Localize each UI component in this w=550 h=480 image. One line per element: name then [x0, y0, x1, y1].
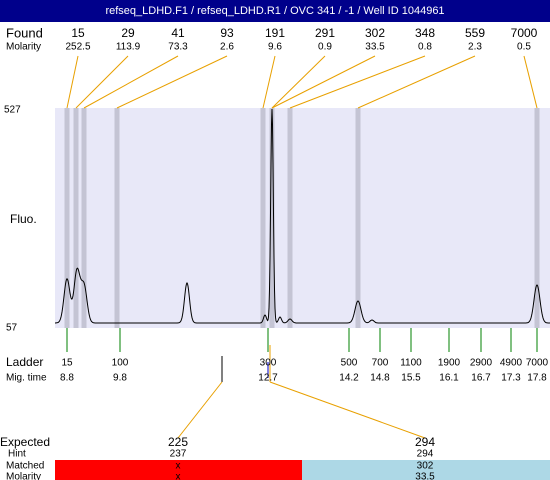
ladder-size: 300 [260, 358, 277, 369]
connector [177, 381, 223, 439]
connector [75, 55, 129, 109]
molarity-value: 0.9 [318, 42, 332, 53]
connector [271, 55, 326, 109]
molarity-value: 252.5 [65, 42, 90, 53]
ladder-size: 100 [112, 358, 129, 369]
found-label: Found [6, 25, 43, 40]
mig-time: 8.8 [60, 373, 74, 384]
mig-time: 17.8 [527, 373, 547, 384]
connector [262, 55, 276, 109]
y-bottom: 57 [6, 323, 18, 334]
peak-band [287, 108, 293, 328]
ladder-size: 1900 [438, 358, 461, 369]
found-value: 15 [71, 26, 85, 40]
molarity-value: 33.5 [415, 472, 435, 480]
molarity-label: Molarity [6, 42, 41, 53]
hint-label: Hint [8, 449, 26, 460]
matched-bar [55, 460, 302, 480]
mig-time: 12.7 [258, 373, 278, 384]
connector [271, 55, 376, 109]
molarity-value: 9.6 [268, 42, 282, 53]
trace [55, 108, 550, 324]
molarity-value: 2.3 [468, 42, 482, 53]
connector [269, 381, 426, 439]
found-value: 291 [315, 26, 335, 40]
mig-time: 15.5 [401, 373, 421, 384]
matched-value: 302 [417, 461, 434, 472]
molarity-value: x [176, 472, 181, 480]
expected-label: Expected [0, 435, 50, 449]
matched-label: Matched [6, 461, 44, 472]
molarity-value: 2.6 [220, 42, 234, 53]
mig-time: 16.1 [439, 373, 459, 384]
peak-band [260, 108, 266, 328]
peak-band [64, 108, 70, 328]
found-value: 559 [465, 26, 485, 40]
mig-label: Mig. time [6, 373, 47, 384]
connector [83, 55, 179, 109]
title-bar [0, 0, 550, 22]
expected-value: 294 [415, 435, 435, 449]
ladder-label: Ladder [6, 355, 43, 369]
ladder-size: 7000 [526, 358, 549, 369]
connector [523, 55, 538, 109]
peak-band [114, 108, 120, 328]
connector [357, 55, 476, 109]
ladder-size: 500 [341, 358, 358, 369]
found-value: 29 [121, 26, 135, 40]
molarity-label: Molarity [6, 472, 41, 480]
title: refseq_LDHD.F1 / refseq_LDHD.R1 / OVC 34… [105, 5, 444, 17]
fluo-label: Fluo. [10, 212, 37, 226]
peak-band [81, 108, 87, 328]
peak-band [73, 108, 79, 328]
molarity-value: 0.5 [517, 42, 531, 53]
ladder-size: 700 [372, 358, 389, 369]
found-value: 302 [365, 26, 385, 40]
hint-value: 237 [170, 449, 187, 460]
connector [289, 55, 426, 109]
molarity-value: 73.3 [168, 42, 188, 53]
peak-band [269, 108, 275, 328]
expected-value: 225 [168, 435, 188, 449]
found-value: 41 [171, 26, 185, 40]
ladder-size: 1100 [400, 358, 422, 369]
ladder-size: 15 [61, 358, 73, 369]
found-value: 7000 [511, 26, 538, 40]
hint-value: 294 [417, 449, 434, 460]
molarity-value: 33.5 [365, 42, 385, 53]
peak-band [355, 108, 361, 328]
connector [66, 55, 79, 109]
mig-time: 9.8 [113, 373, 127, 384]
mig-time: 14.2 [339, 373, 359, 384]
mig-time: 16.7 [471, 373, 491, 384]
mig-time: 14.8 [370, 373, 390, 384]
molarity-value: 113.9 [116, 42, 141, 53]
found-value: 93 [220, 26, 234, 40]
mig-time: 17.3 [501, 373, 521, 384]
matched-value: x [176, 461, 181, 472]
ladder-size: 2900 [470, 358, 493, 369]
connector [116, 55, 228, 109]
found-value: 348 [415, 26, 435, 40]
ladder-size: 4900 [500, 358, 523, 369]
peak-band [534, 108, 540, 328]
found-value: 191 [265, 26, 285, 40]
matched-bar [302, 460, 550, 480]
plot-area [55, 108, 550, 328]
y-top: 527 [4, 105, 21, 116]
molarity-value: 0.8 [418, 42, 432, 53]
